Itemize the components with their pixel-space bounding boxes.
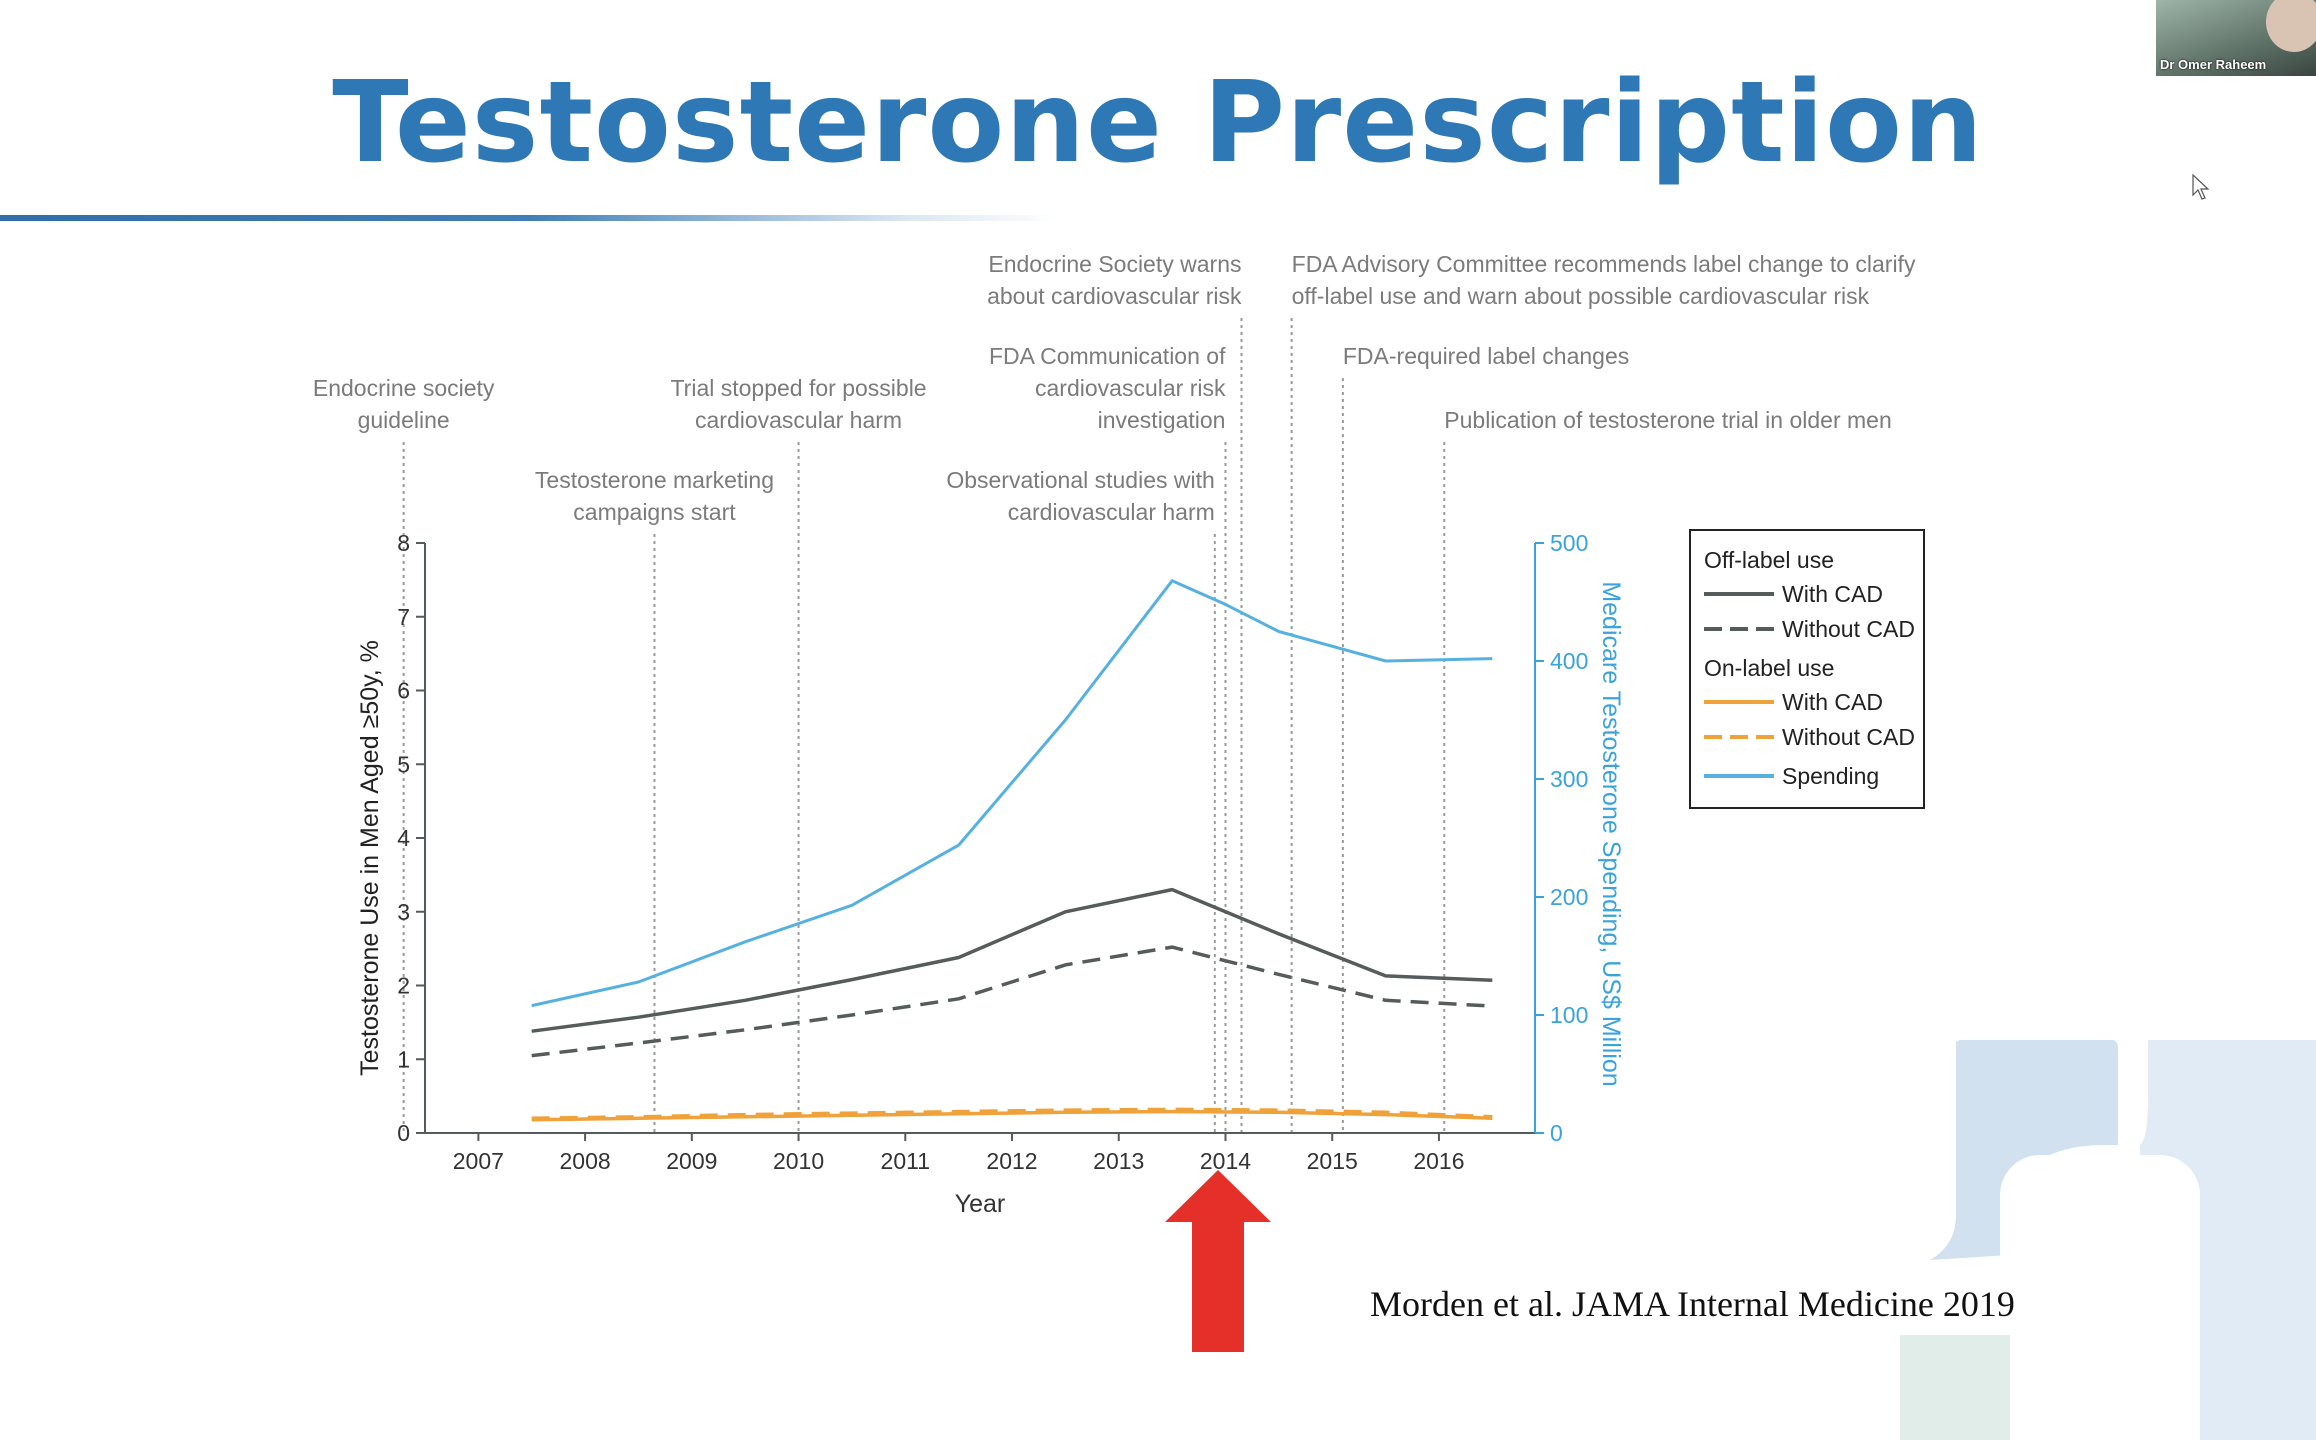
x-tick-label: 2010 bbox=[773, 1148, 824, 1174]
event-label: campaigns start bbox=[573, 499, 736, 525]
title-underline bbox=[0, 215, 1060, 221]
x-tick-label: 2016 bbox=[1413, 1148, 1464, 1174]
event-label: cardiovascular harm bbox=[695, 407, 902, 433]
series-line bbox=[531, 945, 1493, 1058]
legend-group-title: Off-label use bbox=[1704, 547, 1834, 573]
event-label: investigation bbox=[1098, 407, 1226, 433]
event-label: Observational studies with bbox=[946, 467, 1214, 493]
series-line bbox=[531, 1109, 1493, 1122]
x-tick-label: 2009 bbox=[666, 1148, 717, 1174]
series-line bbox=[531, 1107, 1493, 1121]
legend-group-title: On-label use bbox=[1704, 655, 1834, 681]
event-label: FDA-required label changes bbox=[1343, 343, 1629, 369]
series-line bbox=[531, 887, 1493, 1033]
x-axis-title: Year bbox=[955, 1190, 1006, 1218]
participant-face bbox=[2266, 0, 2316, 52]
corner-logo-decoration bbox=[1900, 1040, 2316, 1440]
y-axis-right-title: Medicare Testosterone Spending, US$ Mill… bbox=[1597, 581, 1625, 1086]
mouse-pointer-icon bbox=[2192, 174, 2210, 200]
legend-entry-label: Spending bbox=[1782, 763, 1879, 789]
event-label: Endocrine Society warns bbox=[988, 251, 1241, 277]
event-label: FDA Communication of bbox=[989, 343, 1226, 369]
event-label: Testosterone marketing bbox=[535, 467, 774, 493]
event-label: Publication of testosterone trial in old… bbox=[1444, 407, 1891, 433]
x-tick-label: 2014 bbox=[1200, 1148, 1251, 1174]
x-tick-label: 2012 bbox=[986, 1148, 1037, 1174]
series-line bbox=[531, 579, 1493, 1008]
event-label: FDA Advisory Committee recommends label … bbox=[1292, 251, 1916, 277]
slide-title: Testosterone Prescription bbox=[332, 58, 1984, 188]
y-tick-label-right: 0 bbox=[1550, 1120, 1563, 1146]
event-label: cardiovascular risk bbox=[1035, 375, 1226, 401]
participant-name: Dr Omer Raheem bbox=[2160, 57, 2267, 72]
legend-box bbox=[1689, 529, 1925, 809]
y-tick-label-left: 1 bbox=[397, 1046, 410, 1072]
y-tick-label-right: 200 bbox=[1550, 884, 1588, 910]
x-tick-label: 2011 bbox=[881, 1148, 930, 1174]
y-tick-label-left: 7 bbox=[397, 604, 410, 630]
event-label: guideline bbox=[358, 407, 450, 433]
x-tick-label: 2015 bbox=[1307, 1148, 1358, 1174]
y-tick-label-right: 100 bbox=[1550, 1002, 1588, 1028]
y-tick-label-left: 4 bbox=[397, 825, 410, 851]
y-tick-label-right: 300 bbox=[1550, 766, 1588, 792]
event-label: Trial stopped for possible bbox=[670, 375, 926, 401]
y-tick-label-right: 500 bbox=[1550, 530, 1588, 556]
x-tick-label: 2013 bbox=[1093, 1148, 1144, 1174]
event-label: about cardiovascular risk bbox=[987, 283, 1242, 309]
y-tick-label-left: 8 bbox=[397, 530, 410, 556]
x-tick-label: 2007 bbox=[453, 1148, 504, 1174]
x-tick-label: 2008 bbox=[560, 1148, 611, 1174]
event-label: Endocrine society bbox=[313, 375, 495, 401]
legend-entry-label: Without CAD bbox=[1782, 724, 1915, 750]
participant-video-tile[interactable]: Dr Omer Raheem bbox=[2156, 0, 2316, 76]
legend-entry-label: With CAD bbox=[1782, 581, 1883, 607]
legend-entry-label: With CAD bbox=[1782, 689, 1883, 715]
event-label: off-label use and warn about possible ca… bbox=[1292, 283, 1870, 309]
legend-entry-label: Without CAD bbox=[1782, 616, 1915, 642]
event-label: cardiovascular harm bbox=[1008, 499, 1215, 525]
highlight-arrow bbox=[1165, 1170, 1271, 1352]
y-tick-label-left: 5 bbox=[397, 751, 410, 777]
y-tick-label-left: 3 bbox=[397, 899, 410, 925]
y-tick-label-left: 6 bbox=[397, 678, 410, 704]
y-tick-label-right: 400 bbox=[1550, 648, 1588, 674]
y-tick-label-left: 0 bbox=[397, 1120, 410, 1146]
citation: Morden et al. JAMA Internal Medicine 201… bbox=[1370, 1284, 2015, 1324]
y-tick-label-left: 2 bbox=[397, 973, 410, 999]
y-axis-left-title: Testosterone Use in Men Aged ≥50y, % bbox=[356, 640, 384, 1076]
